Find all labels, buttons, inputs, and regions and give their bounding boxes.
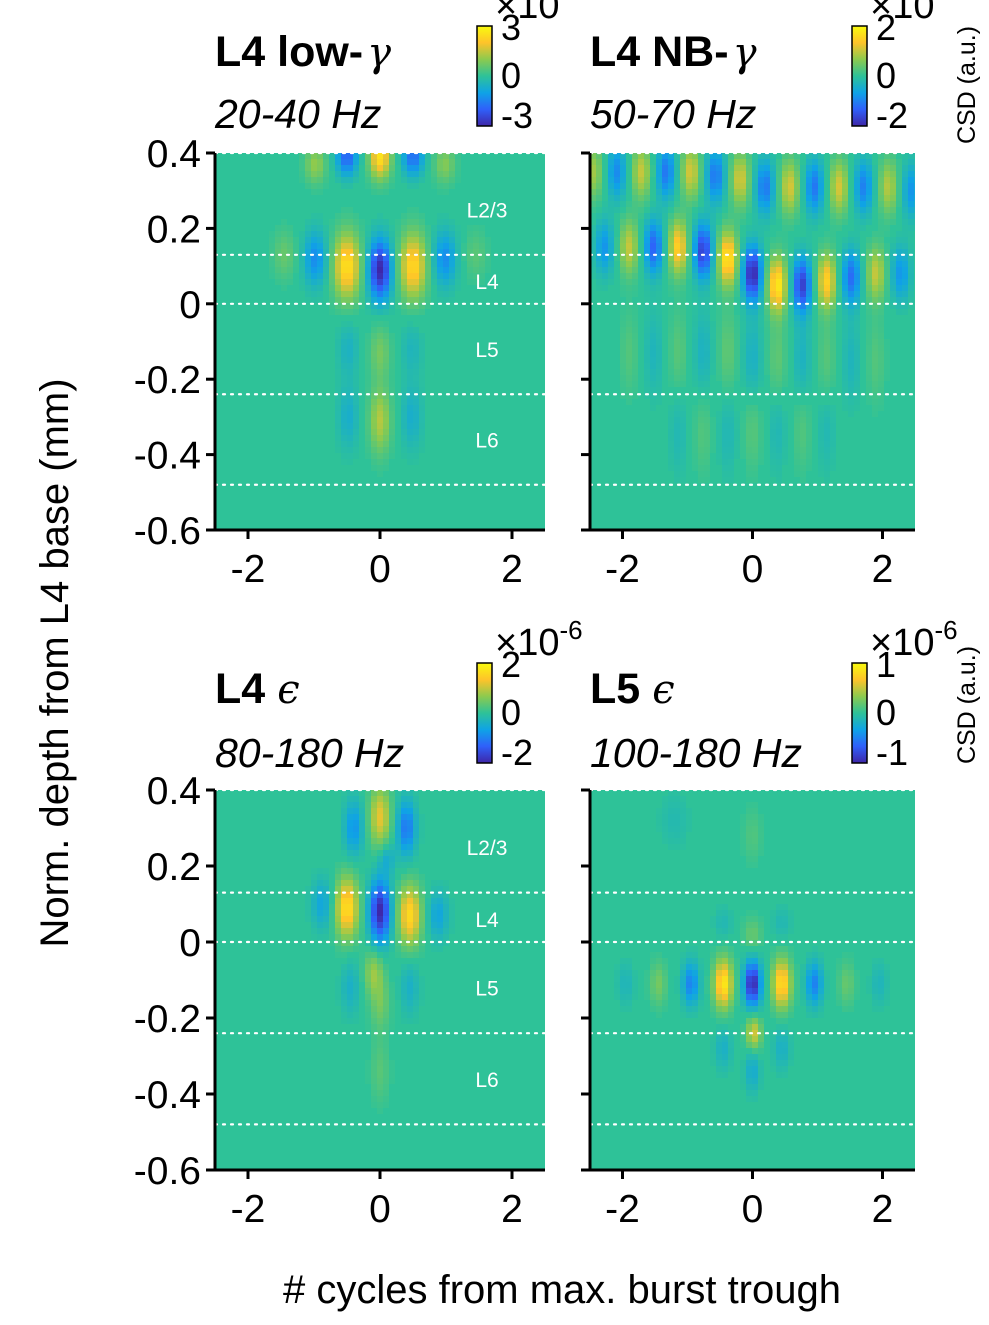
x-tick-label: 0 [369,548,391,591]
x-tick-label: -2 [605,548,640,591]
colorbar-label-top: CSD (a.u.) [953,26,981,144]
layer-label-l5: L5 [475,978,498,1001]
colorbar-tick-label: -2 [876,95,908,136]
y-tick-label: 0.2 [147,208,201,251]
panel-title-symbol: ϵ [652,667,674,713]
colorbar-exponent: ×10 [870,0,934,27]
x-tick-label: 2 [501,1188,523,1231]
x-tick-label: 2 [872,1188,894,1231]
panel-subtitle: 50-70 Hz [590,91,756,137]
colorbar-tick-label: -2 [501,732,533,773]
x-tick-label: -2 [231,548,266,591]
panel-subtitle: 100-180 Hz [590,730,802,776]
colorbar-label-bottom: CSD (a.u.) [953,646,981,764]
y-axis-label: Norm. depth from L4 base (mm) [33,378,77,947]
colorbar-tick-label: 0 [501,692,521,733]
colorbar [852,26,867,126]
y-tick-label: -0.2 [134,998,201,1041]
colorbar [477,26,492,126]
x-tick-label: 2 [872,548,894,591]
layer-label-l6: L6 [475,430,498,453]
x-tick-label: -2 [605,1188,640,1231]
y-tick-label: -0.6 [134,1150,201,1193]
colorbar-tick-label: 0 [876,55,896,96]
panel-title-symbol: γ [367,30,391,76]
panel-title-symbol: γ [733,30,757,76]
x-axis-label: # cycles from max. burst trough [283,1268,841,1312]
y-tick-label: 0 [179,922,201,965]
x-tick-label: 0 [742,548,764,591]
layer-label-l5: L5 [475,339,498,362]
colorbar-tick-label: -3 [501,95,533,136]
colorbar-exponent: ×10 [495,0,559,27]
y-tick-label: -0.6 [134,510,201,553]
x-tick-label: 0 [369,1188,391,1231]
x-tick-label: 2 [501,548,523,591]
colorbar-tick-label: 0 [876,692,896,733]
heatmap-field [590,790,921,1175]
layer-label-l2-3: L2/3 [467,837,508,860]
colorbar-tick-label: 0 [501,55,521,96]
y-tick-label: 0.4 [147,770,201,813]
colorbar-tick-label: -1 [876,732,908,773]
x-tick-label: 0 [742,1188,764,1231]
layer-label-l6: L6 [475,1069,498,1092]
panel-subtitle: 20-40 Hz [214,91,381,137]
colorbar-exponent: ×10-6 [870,615,958,664]
y-tick-label: 0 [179,284,201,327]
colorbar [477,663,492,763]
panel-l4-low-gamma: L2/3 L4 L5 L6 0.4 0.2 0 -0.2 -0.4 -0.6 -2 0 2 L4 low-… [134,0,560,591]
panel-title: L4 NB-γ [590,28,757,76]
layer-label-l4: L4 [475,271,499,294]
panel-subtitle: 80-180 Hz [215,730,404,776]
y-tick-label: 0.4 [147,133,201,176]
x-tick-label: -2 [231,1188,266,1231]
colorbar [852,663,867,763]
colorbar-exponent-power: -6 [559,615,582,645]
y-tick-label: -0.4 [134,435,201,478]
layer-label-l4: L4 [475,909,499,932]
panel-title: L4 low-γ [215,28,391,76]
colorbar-exponent: ×10-6 [495,615,583,664]
y-tick-label: 0.2 [147,846,201,889]
y-tick-label: -0.4 [134,1074,201,1117]
layer-label-l2-3: L2/3 [467,200,508,223]
colorbar-exponent-power: -6 [934,615,957,645]
y-tick-label: -0.2 [134,359,201,402]
panel-title-symbol: ϵ [277,667,299,713]
heatmap-field [590,153,921,532]
